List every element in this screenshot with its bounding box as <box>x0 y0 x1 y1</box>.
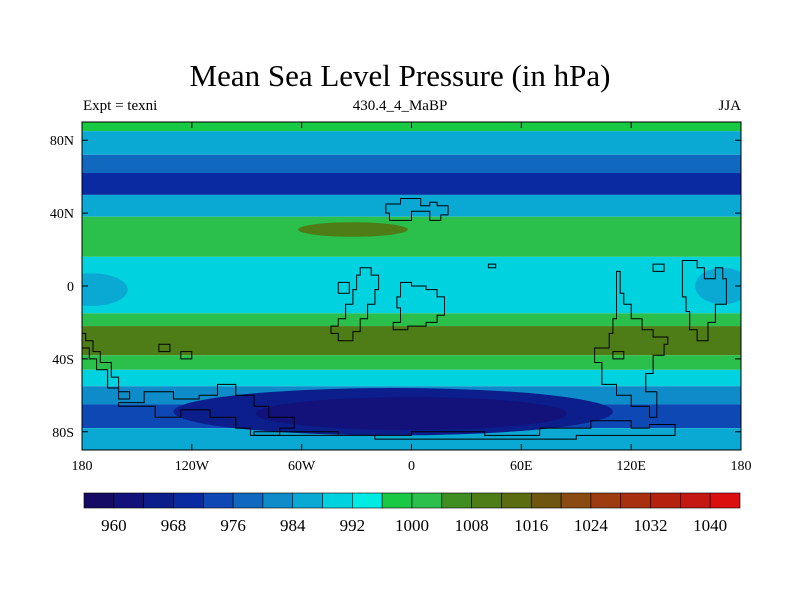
y-tick-label: 40S <box>52 353 74 368</box>
colorbar-swatch-10 <box>381 492 413 509</box>
colorbar-swatch-16 <box>560 492 592 509</box>
coastline-small-isle-west2 <box>180 351 193 360</box>
colorbar-swatch-2 <box>143 492 174 509</box>
x-tick-label: 120W <box>175 459 210 474</box>
colorbar-label: 1032 <box>634 516 668 535</box>
coastline-ring-continent <box>392 281 445 331</box>
colorbar-swatch-12 <box>441 492 472 509</box>
colorbar-swatch-9 <box>352 492 383 509</box>
colorbar-label: 1000 <box>395 516 429 535</box>
colorbar-label: 1040 <box>693 516 727 535</box>
coastline-tiny-isle-far-east <box>652 263 665 272</box>
experiment-label: Expt = texni <box>83 98 158 114</box>
colorbar-swatch-7 <box>292 492 323 509</box>
coastline-far-east-land <box>681 260 727 342</box>
colorbar-swatch-18 <box>620 492 651 509</box>
colorbar-swatch-4 <box>202 492 234 509</box>
colorbar-label: 976 <box>220 516 246 535</box>
coastline-east-continent <box>594 270 669 418</box>
pressure-band-1 <box>82 131 741 155</box>
coastline-island-20e <box>487 263 497 269</box>
x-tick-label: 120E <box>616 459 646 474</box>
colorbar-swatch-19 <box>650 492 681 509</box>
colorbar-swatch-3 <box>173 492 204 509</box>
x-tick-label: 180 <box>731 459 752 474</box>
season-label: JJA <box>718 98 741 114</box>
pressure-band-4 <box>82 194 741 217</box>
pressure-band-7 <box>82 313 741 327</box>
coastline-small-isle-west <box>158 343 171 353</box>
coastline-west-coast-land <box>82 332 131 400</box>
coastline-small-isle-east <box>612 351 625 360</box>
east-equatorial-low <box>695 267 741 305</box>
colorbar-swatch-5 <box>232 492 264 509</box>
colorbar-swatch-17 <box>590 492 622 509</box>
colorbar: 960 968 976 984 992 1000 1008 1016 1024 1032 1040 <box>83 492 741 535</box>
colorbar-label: 984 <box>280 516 306 535</box>
colorbar-label: 960 <box>101 516 127 535</box>
west-equatorial-low <box>82 273 128 307</box>
colorbar-swatch-13 <box>471 492 502 509</box>
pressure-band-5 <box>82 216 741 257</box>
colorbar-swatch-8 <box>322 492 353 509</box>
coastline-antarctic-block <box>118 383 295 436</box>
chart-title: Mean Sea Level Pressure (in hPa) <box>189 58 611 93</box>
antarctic-low-inner <box>255 397 568 430</box>
pressure-contour-fill <box>82 122 741 450</box>
colorbar-swatch-1 <box>113 492 144 509</box>
x-tick-label: 60E <box>510 459 533 474</box>
y-tick-label: 80S <box>52 426 74 441</box>
colorbar-label: 992 <box>340 516 366 535</box>
coastline-layer <box>82 198 727 440</box>
pressure-band-3 <box>82 173 741 195</box>
colorbar-label: 1016 <box>514 516 548 535</box>
colorbar-swatch-6 <box>262 492 294 509</box>
y-tick-label: 40N <box>50 207 74 222</box>
x-tick-label: 60W <box>288 459 316 474</box>
pressure-band-8 <box>82 326 741 356</box>
y-tick-label: 0 <box>67 280 74 295</box>
colorbar-swatch-21 <box>709 492 741 509</box>
coastline-central-landmass <box>330 267 380 342</box>
y-tick-label: 80N <box>50 134 74 149</box>
colorbar-label: 968 <box>161 516 187 535</box>
pressure-band-10 <box>82 369 741 387</box>
time-label: 430.4_4_MaBP <box>352 98 448 114</box>
colorbar-label: 1024 <box>574 516 609 535</box>
colorbar-label: 1008 <box>455 516 489 535</box>
colorbar-swatch-20 <box>680 492 711 509</box>
north-midlat-high <box>298 222 408 237</box>
colorbar-swatch-14 <box>501 492 532 509</box>
coastline-northern-continent <box>385 198 449 221</box>
x-tick-label: 180 <box>72 459 93 474</box>
colorbar-swatch-0 <box>83 492 115 509</box>
x-tick-label: 0 <box>408 459 415 474</box>
colorbar-swatch-11 <box>411 492 443 509</box>
coastline-small-isle-atl <box>337 281 350 294</box>
axis-layer: 180 120W 60W 0 60E 120E 180 80N 40N 0 40S 80S <box>50 122 752 474</box>
pressure-band-9 <box>82 355 741 370</box>
coastline-south-polar-coast <box>253 420 676 440</box>
pressure-band-2 <box>82 154 741 174</box>
colorbar-swatch-15 <box>530 492 562 509</box>
